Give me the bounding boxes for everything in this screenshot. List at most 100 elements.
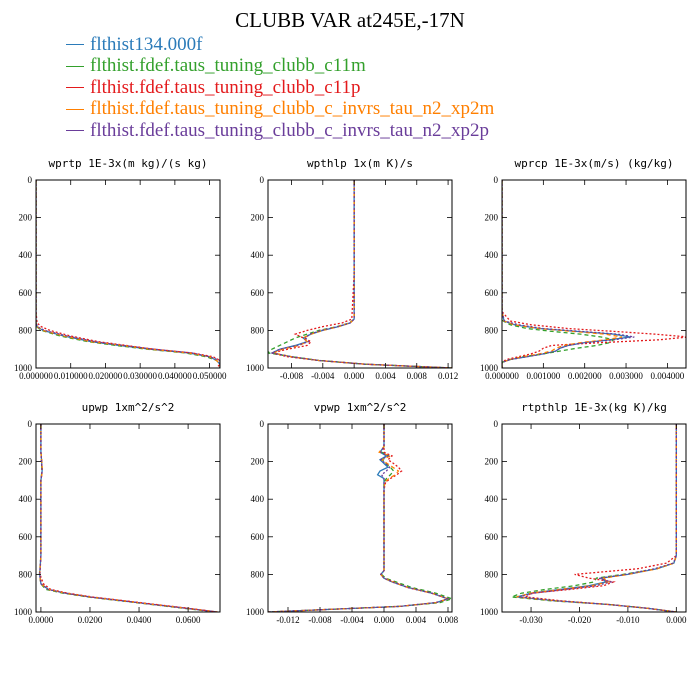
y-tick-label: 1000 [246, 363, 265, 373]
series-line [269, 180, 452, 368]
y-tick-label: 200 [19, 213, 33, 223]
series-line [271, 180, 452, 368]
x-tick-label: 0.020000 [89, 371, 123, 381]
x-tick-label: 0.030000 [123, 371, 157, 381]
y-tick-label: 400 [19, 494, 33, 504]
y-tick-label: 1000 [246, 607, 265, 617]
x-tick-label: 0.001000 [526, 371, 560, 381]
series-line [268, 424, 451, 612]
series-group [268, 424, 452, 612]
panel-title: vpwp 1xm^2/s^2 [314, 401, 407, 414]
legend-item: flthist.fdef.taus_tuning_clubb_c_invrs_t… [66, 120, 494, 142]
series-line [36, 180, 220, 368]
x-tick-label: -0.008 [280, 371, 304, 381]
x-tick-label: 0.000 [344, 371, 365, 381]
y-tick-label: 200 [251, 213, 265, 223]
series-line [39, 424, 218, 612]
y-tick-label: 800 [19, 569, 33, 579]
series-group [502, 180, 686, 368]
y-tick-label: 800 [485, 569, 499, 579]
y-tick-label: 400 [251, 250, 265, 260]
y-tick-label: 200 [19, 457, 33, 467]
x-tick-label: 0.0200 [78, 615, 103, 625]
x-tick-label: 0.0000 [29, 615, 54, 625]
y-tick-label: 600 [19, 288, 33, 298]
legend-label: flthist134.000f [90, 33, 203, 55]
x-tick-label: 0.000 [374, 615, 395, 625]
panel-title: wprcp 1E-3x(m/s) (kg/kg) [515, 157, 674, 170]
x-tick-label: 0.040000 [158, 371, 192, 381]
x-tick-label: 0.002000 [568, 371, 602, 381]
x-tick-label: -0.030 [519, 615, 543, 625]
legend-label: flthist.fdef.taus_tuning_clubb_c11p [90, 76, 361, 98]
y-tick-label: 0 [28, 419, 33, 429]
series-line [502, 180, 635, 368]
series-group [36, 180, 220, 368]
series-line [516, 424, 677, 612]
plot-frame [267, 179, 453, 369]
y-tick-label: 400 [19, 250, 33, 260]
legend-swatch [66, 44, 84, 46]
y-tick-label: 200 [251, 457, 265, 467]
series-line [38, 424, 216, 612]
y-tick-label: 0 [260, 419, 265, 429]
series-line [36, 180, 220, 368]
series-line [518, 424, 677, 612]
x-tick-label: 0.003000 [609, 371, 643, 381]
legend-swatch [66, 130, 84, 132]
series-line [268, 424, 452, 612]
x-tick-label: -0.004 [311, 371, 335, 381]
y-tick-label: 600 [485, 532, 499, 542]
y-tick-label: 1000 [480, 363, 499, 373]
y-tick-label: 0 [494, 175, 499, 185]
series-line [39, 424, 218, 612]
plot-frame [267, 423, 453, 613]
x-tick-label: 0.004000 [651, 371, 685, 381]
y-tick-label: 0 [494, 419, 499, 429]
series-group [511, 424, 677, 612]
series-line [269, 180, 452, 368]
x-tick-label: 0.004 [406, 615, 427, 625]
chart-panel: vpwp 1xm^2/s^2 -0.012 -0.008 -0.004 0.000 0.0… [246, 401, 459, 625]
legend-item: flthist.fdef.taus_tuning_clubb_c11m [66, 55, 494, 78]
y-tick-label: 600 [19, 532, 33, 542]
series-line [268, 424, 451, 612]
series-group [38, 424, 218, 612]
x-tick-label: 0.000000 [19, 371, 53, 381]
plot-frame [35, 179, 221, 369]
x-tick-label: 0.000 [666, 615, 687, 625]
panel-title: wpthlp 1x(m K)/s [307, 157, 413, 170]
y-tick-label: 600 [251, 288, 265, 298]
chart-panel: wprcp 1E-3x(m/s) (kg/kg) 0.000000 0.001000… [480, 157, 687, 381]
x-tick-label: 0.012 [438, 371, 458, 381]
series-line [36, 180, 220, 368]
y-tick-label: 0 [260, 175, 265, 185]
legend: flthist134.000f flthist.fdef.taus_tuning… [66, 34, 494, 142]
series-line [36, 180, 220, 368]
chart-panel: wpthlp 1x(m K)/s -0.008 -0.004 0.000 0.004 0.… [246, 157, 458, 381]
chart-panel: rtpthlp 1E-3x(kg K)/kg -0.030 -0.020 -0.010… [480, 401, 687, 625]
legend-label: flthist.fdef.taus_tuning_clubb_c_invrs_t… [90, 119, 489, 141]
x-tick-label: -0.010 [616, 615, 640, 625]
series-line [36, 180, 220, 368]
y-tick-label: 400 [251, 494, 265, 504]
legend-item: flthist134.000f [66, 34, 494, 56]
y-tick-label: 0 [28, 175, 33, 185]
series-line [516, 424, 677, 612]
x-tick-label: 0.0600 [176, 615, 201, 625]
series-group [268, 180, 452, 368]
legend-swatch [66, 87, 84, 89]
x-tick-label: 0.010000 [54, 371, 88, 381]
y-tick-label: 800 [251, 569, 265, 579]
x-tick-label: -0.020 [568, 615, 592, 625]
panel-title: upwp 1xm^2/s^2 [82, 401, 175, 414]
series-line [39, 424, 218, 612]
y-tick-label: 200 [485, 213, 499, 223]
x-tick-label: 0.050000 [193, 371, 227, 381]
x-tick-label: 0.0400 [127, 615, 152, 625]
series-line [39, 424, 218, 612]
x-tick-label: 0.008 [407, 371, 428, 381]
legend-item: flthist.fdef.taus_tuning_clubb_c11p [66, 77, 494, 99]
figure-title: CLUBB VAR at245E,-17N [235, 8, 465, 32]
panel-title: wprtp 1E-3x(m kg)/(s kg) [49, 157, 208, 170]
